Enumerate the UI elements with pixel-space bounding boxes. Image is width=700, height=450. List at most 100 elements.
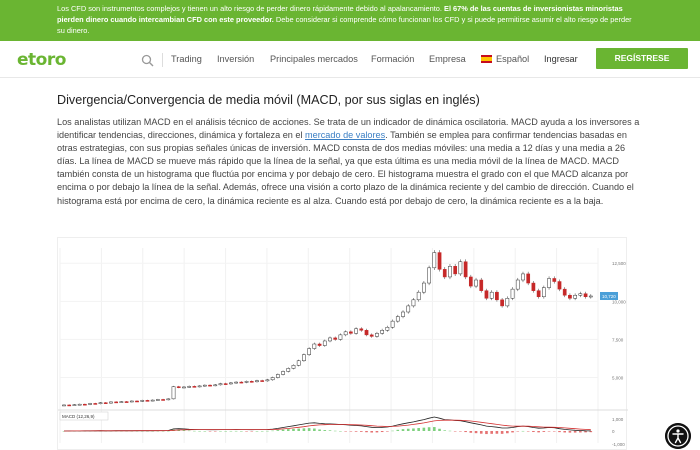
histogram-bar xyxy=(307,428,311,431)
etoro-logo[interactable]: etoro xyxy=(17,50,66,70)
histogram-bar xyxy=(156,430,160,432)
candle xyxy=(500,299,504,307)
article-title: Divergencia/Convergencia de media móvil … xyxy=(57,93,480,107)
histogram-bar xyxy=(406,428,410,431)
candle xyxy=(229,382,233,385)
candle xyxy=(312,343,317,349)
candle xyxy=(161,399,165,401)
candle xyxy=(77,403,82,406)
nav-item-trading[interactable]: Trading xyxy=(171,54,202,64)
histogram-bar xyxy=(208,431,212,432)
candle xyxy=(380,330,385,334)
macd-label-box xyxy=(59,411,109,421)
candle xyxy=(197,385,202,388)
candle xyxy=(255,380,259,383)
histogram-bar xyxy=(318,429,321,431)
histogram-bar xyxy=(443,430,447,431)
candle xyxy=(495,291,499,301)
histogram-bar xyxy=(313,428,316,431)
nav-item-empresa[interactable]: Empresa xyxy=(429,54,466,64)
candle xyxy=(364,330,369,336)
histogram-bar xyxy=(391,430,394,432)
login-link[interactable]: Ingresar xyxy=(544,54,578,64)
histogram-bar xyxy=(453,431,457,432)
candle xyxy=(442,269,447,278)
histogram-bar xyxy=(323,430,327,431)
histogram-bar xyxy=(286,429,290,431)
candle xyxy=(176,386,181,388)
histogram-bar xyxy=(412,428,415,431)
risk-warning-text: Los CFD son instrumentos complejos y tie… xyxy=(57,4,445,13)
histogram-bar xyxy=(511,431,514,433)
candle xyxy=(286,368,291,372)
candle xyxy=(416,291,421,301)
candle xyxy=(489,291,494,299)
candle xyxy=(166,398,171,401)
histogram-bar xyxy=(532,431,535,433)
nav-item-formacion[interactable]: Formación xyxy=(371,54,415,64)
candle xyxy=(244,381,249,383)
candle xyxy=(187,386,192,388)
histogram-bar xyxy=(547,431,551,432)
histogram-bar xyxy=(302,428,306,431)
candle xyxy=(88,403,92,405)
histogram-bar xyxy=(198,430,201,432)
nav-item-principales-mercados[interactable]: Principales mercados xyxy=(270,54,358,64)
candle xyxy=(541,287,546,298)
histogram-bar xyxy=(213,431,217,432)
histogram-bar xyxy=(266,430,269,432)
histogram-bar xyxy=(255,431,259,432)
candle xyxy=(458,261,463,275)
candle xyxy=(103,402,108,404)
candle xyxy=(265,379,270,382)
candle xyxy=(411,299,416,307)
candle xyxy=(573,294,577,299)
histogram-bar xyxy=(354,431,358,432)
candle xyxy=(156,399,160,401)
risk-warning-text-end: Debe considerar si comprende cómo funcio… xyxy=(57,15,632,35)
histogram-bar xyxy=(281,429,285,431)
candle xyxy=(72,404,77,406)
histogram-bar xyxy=(448,430,452,432)
histogram-bar xyxy=(469,431,473,433)
signal-line xyxy=(64,419,591,432)
language-selector[interactable]: Español xyxy=(496,54,530,64)
candle xyxy=(359,328,364,331)
histogram-bar xyxy=(193,430,196,432)
histogram-bar xyxy=(558,431,561,433)
spain-flag-icon[interactable] xyxy=(481,55,492,63)
histogram-bar xyxy=(349,431,353,432)
candle xyxy=(223,383,228,385)
register-button[interactable]: REGÍSTRESE xyxy=(596,48,688,69)
candle xyxy=(333,337,338,340)
candle xyxy=(275,374,280,378)
top-navigation: etoro Trading Inversión Principales merc… xyxy=(0,41,700,78)
candle xyxy=(62,404,66,407)
candle xyxy=(385,326,390,331)
histogram-bar xyxy=(271,430,274,432)
candle xyxy=(281,371,285,375)
histogram-bar xyxy=(167,430,170,432)
histogram-bar xyxy=(396,429,400,431)
accessibility-icon[interactable] xyxy=(665,423,691,449)
price-tick-label: 10,000 xyxy=(612,299,626,304)
histogram-bar xyxy=(359,431,363,432)
histogram-bar xyxy=(422,427,426,431)
candle xyxy=(213,384,218,387)
macd-chart-image: 12,500 10,000 7,500 5,000 10,720 MACD (12,26,… xyxy=(57,237,628,450)
current-price-tag xyxy=(600,292,618,300)
candle xyxy=(536,290,541,298)
candle xyxy=(234,381,238,384)
candle xyxy=(260,380,265,382)
candle xyxy=(182,386,186,389)
candle xyxy=(67,404,72,407)
histogram-bar xyxy=(146,430,149,432)
histogram-bar xyxy=(140,430,144,432)
candle xyxy=(218,383,223,386)
candle xyxy=(437,252,442,270)
nav-item-inversion[interactable]: Inversión xyxy=(217,54,255,64)
candle xyxy=(124,401,129,403)
search-icon[interactable] xyxy=(141,54,154,67)
histogram-bar xyxy=(542,431,546,432)
stock-market-link[interactable]: mercado de valores xyxy=(305,130,386,141)
